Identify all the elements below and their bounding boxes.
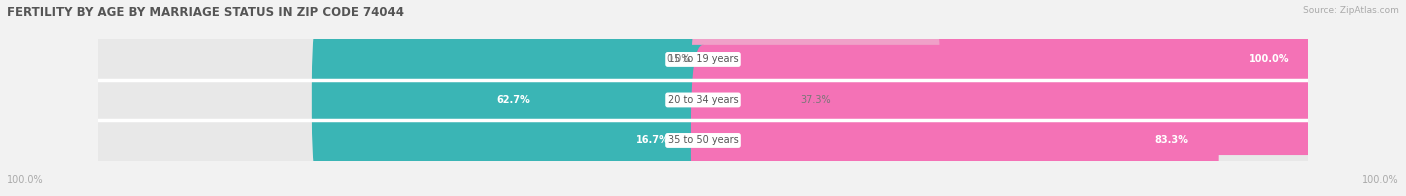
FancyBboxPatch shape	[591, 45, 716, 196]
Text: 100.0%: 100.0%	[1362, 175, 1399, 185]
FancyBboxPatch shape	[86, 45, 1320, 196]
Text: 100.0%: 100.0%	[7, 175, 44, 185]
FancyBboxPatch shape	[312, 4, 716, 196]
Text: 20 to 34 years: 20 to 34 years	[668, 95, 738, 105]
FancyBboxPatch shape	[690, 4, 941, 196]
Text: 15 to 19 years: 15 to 19 years	[668, 54, 738, 64]
FancyBboxPatch shape	[690, 45, 1219, 196]
FancyBboxPatch shape	[690, 0, 1320, 155]
FancyBboxPatch shape	[86, 0, 1320, 155]
Text: 16.7%: 16.7%	[636, 135, 669, 145]
Text: 62.7%: 62.7%	[496, 95, 530, 105]
Text: Source: ZipAtlas.com: Source: ZipAtlas.com	[1303, 6, 1399, 15]
Text: 37.3%: 37.3%	[800, 95, 831, 105]
Text: 83.3%: 83.3%	[1154, 135, 1188, 145]
FancyBboxPatch shape	[86, 4, 1320, 196]
Text: 35 to 50 years: 35 to 50 years	[668, 135, 738, 145]
Text: 100.0%: 100.0%	[1249, 54, 1289, 64]
Text: FERTILITY BY AGE BY MARRIAGE STATUS IN ZIP CODE 74044: FERTILITY BY AGE BY MARRIAGE STATUS IN Z…	[7, 6, 404, 19]
Text: 0.0%: 0.0%	[666, 54, 690, 64]
